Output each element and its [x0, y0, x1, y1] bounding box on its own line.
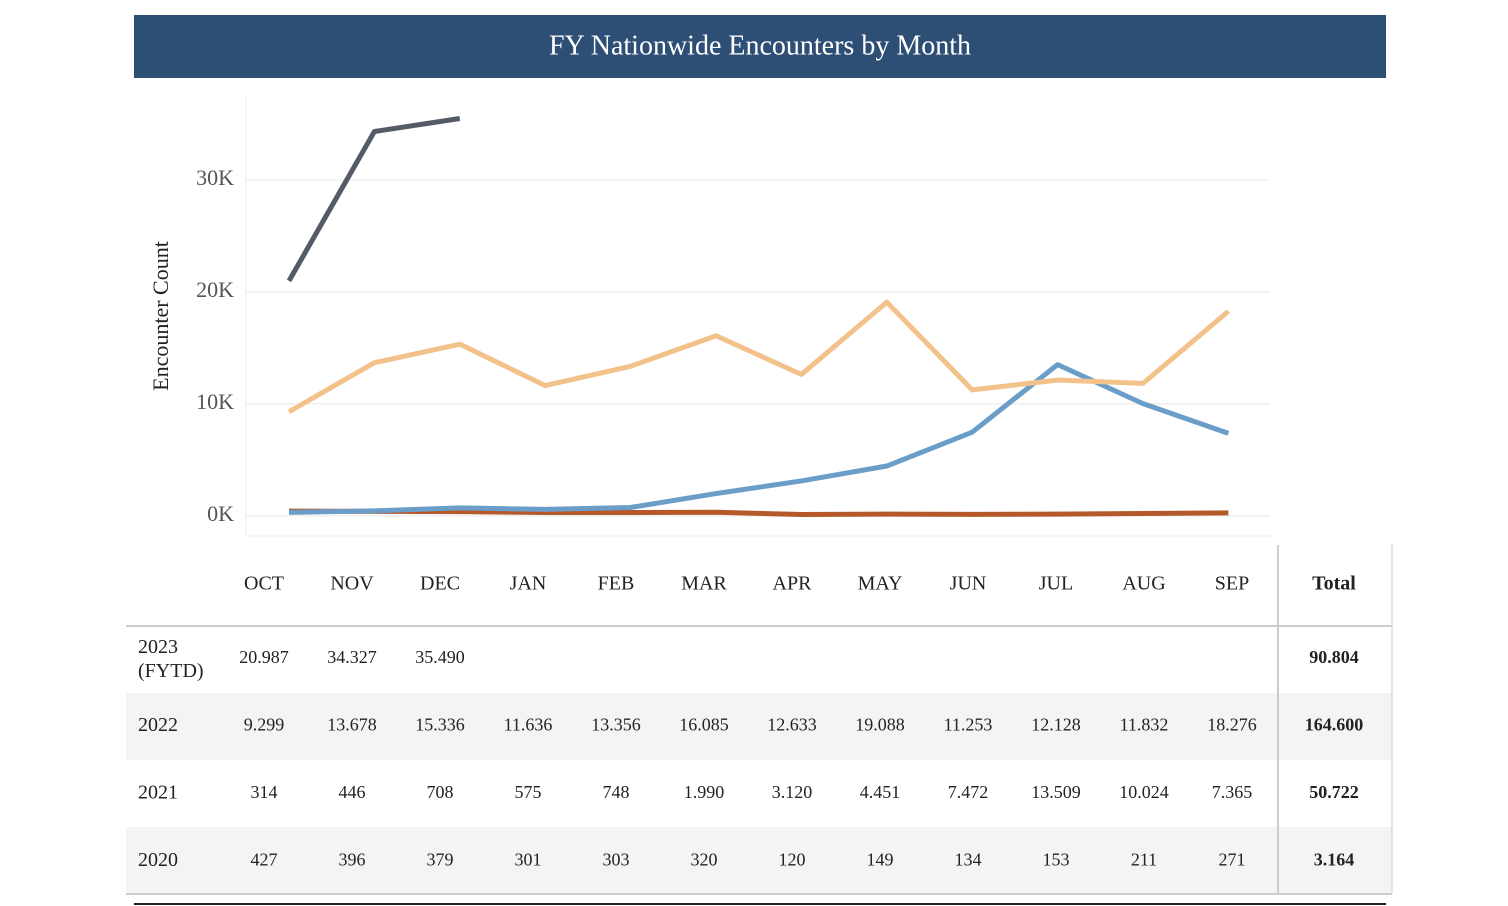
- cell-value: 303: [603, 850, 630, 870]
- cell-value: 35.490: [415, 647, 465, 667]
- column-header: AUG: [1122, 573, 1165, 595]
- cell-value: 12.128: [1031, 715, 1081, 735]
- cell-value: 12.633: [767, 715, 817, 735]
- column-header: JUN: [950, 573, 987, 595]
- cell-value: 3.120: [772, 782, 813, 802]
- column-header: JUL: [1039, 573, 1073, 595]
- cell-value: 11.636: [504, 715, 553, 735]
- cell-value: 120: [779, 850, 806, 870]
- column-header: DEC: [420, 573, 460, 595]
- cell-value: 153: [1043, 850, 1070, 870]
- title-banner: [134, 15, 1386, 78]
- series-line: [287, 299, 1231, 414]
- cell-value: 11.253: [944, 715, 993, 735]
- cell-value: 575: [515, 782, 542, 802]
- cell-value: 16.085: [679, 715, 729, 735]
- cell-value: 149: [867, 850, 894, 870]
- cell-value: 7.472: [948, 782, 989, 802]
- cell-value: 13.678: [327, 715, 377, 735]
- column-header: MAY: [858, 573, 903, 595]
- row-total: 50.722: [1309, 782, 1359, 802]
- cell-value: 271: [1219, 850, 1246, 870]
- chart-title: FY Nationwide Encounters by Month: [549, 30, 971, 61]
- cell-value: 4.451: [860, 782, 901, 802]
- cell-value: 9.299: [244, 715, 285, 735]
- cell-value: 13.356: [591, 715, 641, 735]
- cell-value: 134: [955, 850, 982, 870]
- cell-value: 10.024: [1119, 782, 1169, 802]
- cell-value: 15.336: [415, 715, 465, 735]
- row-total: 164.600: [1305, 715, 1364, 735]
- row-label: 2021: [138, 782, 178, 804]
- row-label: 2022: [138, 714, 178, 736]
- column-header: JAN: [510, 573, 547, 595]
- series-line: [288, 508, 1229, 518]
- row-total: 3.164: [1314, 850, 1355, 870]
- cell-value: 19.088: [855, 715, 905, 735]
- column-header: OCT: [244, 573, 284, 595]
- cell-value: 396: [339, 850, 366, 870]
- cell-value: 708: [427, 782, 454, 802]
- cell-value: 301: [515, 850, 542, 870]
- y-tick-label: 10K: [196, 389, 234, 414]
- y-tick-label: 0K: [207, 501, 234, 526]
- column-header: MAR: [681, 573, 727, 595]
- series-line: [288, 362, 1230, 515]
- column-header: NOV: [330, 573, 374, 595]
- cell-value: 446: [339, 782, 366, 802]
- cell-value: 379: [427, 850, 454, 870]
- cell-value: 20.987: [239, 647, 289, 667]
- series-line: [286, 116, 461, 283]
- column-header: SEP: [1215, 573, 1249, 595]
- y-tick-label: 30K: [196, 165, 234, 190]
- cell-value: 1.990: [684, 782, 725, 802]
- row-total: 90.804: [1309, 647, 1359, 667]
- row-label: 2020: [138, 849, 178, 871]
- cell-value: 314: [251, 782, 278, 802]
- y-axis-label: Encounter Count: [148, 241, 173, 391]
- cell-value: 748: [603, 782, 630, 802]
- y-tick-label: 20K: [196, 277, 234, 302]
- row-band: [126, 827, 1392, 894]
- cell-value: 427: [251, 850, 278, 870]
- column-header: FEB: [598, 573, 635, 595]
- cell-value: 211: [1131, 850, 1157, 870]
- cell-value: 34.327: [327, 647, 377, 667]
- total-header: Total: [1312, 573, 1356, 595]
- row-band: [126, 693, 1392, 760]
- column-header: APR: [773, 573, 813, 595]
- cell-value: 11.832: [1120, 715, 1169, 735]
- cell-value: 7.365: [1212, 782, 1253, 802]
- cell-value: 13.509: [1031, 782, 1081, 802]
- cell-value: 18.276: [1207, 715, 1257, 735]
- row-label: 2023 (FYTD): [138, 636, 204, 682]
- cell-value: 320: [691, 850, 718, 870]
